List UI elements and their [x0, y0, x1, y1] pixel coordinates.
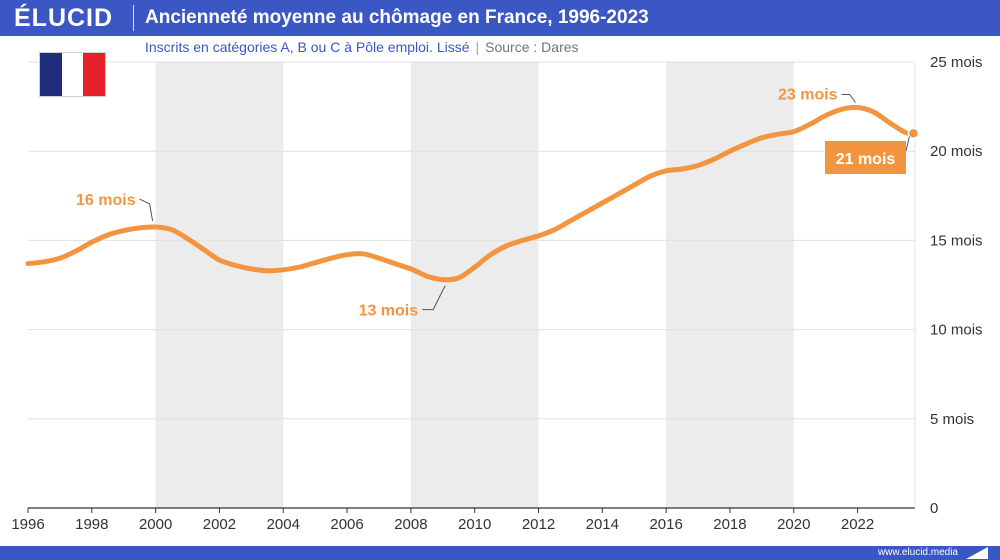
- series-layer: [25, 104, 920, 283]
- annotation-label: 16 mois: [76, 192, 136, 209]
- gridlines: [28, 61, 916, 509]
- header-divider: [133, 5, 134, 31]
- annotation-leader: [422, 285, 446, 311]
- x-tick-label: 2000: [139, 516, 172, 533]
- x-tick-label: 2014: [586, 516, 619, 533]
- annotation-label: 21 mois: [836, 151, 896, 168]
- x-tick-label: 1996: [11, 516, 44, 533]
- x-tick-label: 2018: [713, 516, 746, 533]
- x-tick-label: 2020: [777, 516, 810, 533]
- background-band: [666, 62, 794, 508]
- x-tick-label: 2022: [841, 516, 874, 533]
- annotations-layer: 16 mois 13 mois 23 mois 21 mois: [76, 86, 910, 320]
- footer-bar: www.elucid.media: [0, 546, 1000, 560]
- y-axis-ticks: 25 mois 20 mois 15 mois 10 mois 5 mois 0: [930, 54, 983, 517]
- background-bands: [155, 62, 794, 508]
- annotation-leader: [905, 136, 910, 152]
- chart-title: Ancienneté moyenne au chômage en France,…: [145, 7, 649, 28]
- y-tick-label: 0: [930, 500, 938, 517]
- subtitle-text: Inscrits en catégories A, B ou C à Pôle …: [145, 39, 470, 55]
- x-tick-label: 2008: [394, 516, 427, 533]
- background-band: [410, 62, 539, 508]
- x-tick-label: 2016: [649, 516, 682, 533]
- y-tick-label: 20 mois: [930, 143, 983, 160]
- annotation-label: 23 mois: [778, 86, 838, 103]
- y-tick-label: 5 mois: [930, 411, 974, 428]
- elucid-mark-icon: [966, 547, 988, 559]
- annotation-leader: [139, 198, 154, 222]
- x-tick-label: 1998: [75, 516, 108, 533]
- annotation-label: 13 mois: [359, 303, 419, 320]
- x-tick-label: 2010: [458, 516, 491, 533]
- background-band: [155, 62, 284, 508]
- flag-stripe-white: [61, 53, 84, 96]
- series-line: [25, 104, 916, 283]
- elucid-logo[interactable]: ÉLUCID: [14, 4, 114, 32]
- chart-subtitle: Inscrits en catégories A, B ou C à Pôle …: [145, 37, 579, 57]
- footer-url[interactable]: www.elucid.media: [877, 547, 958, 558]
- y-tick-label: 10 mois: [930, 322, 983, 339]
- y-tick-label: 15 mois: [930, 232, 983, 249]
- subtitle-divider: |: [475, 39, 480, 55]
- header-bar: ÉLUCID Ancienneté moyenne au chômage en …: [0, 0, 1000, 36]
- annotation-box: [825, 141, 906, 174]
- x-tick-label: 2004: [267, 516, 300, 533]
- x-tick-label: 2002: [203, 516, 236, 533]
- flag-stripe-blue: [40, 53, 62, 96]
- y-tick-label: 25 mois: [930, 54, 983, 71]
- x-axis-ticks: 1996 1998 2000 2002 2004 2006 2008 2010 2012 2014…: [11, 508, 874, 533]
- annotation-leader: [841, 93, 856, 103]
- source-text: Source : Dares: [485, 39, 579, 55]
- flag-stripe-red: [83, 53, 106, 96]
- france-flag-icon: [40, 53, 106, 96]
- x-tick-label: 2012: [522, 516, 555, 533]
- series-end-point: [907, 127, 920, 140]
- x-tick-label: 2006: [330, 516, 363, 533]
